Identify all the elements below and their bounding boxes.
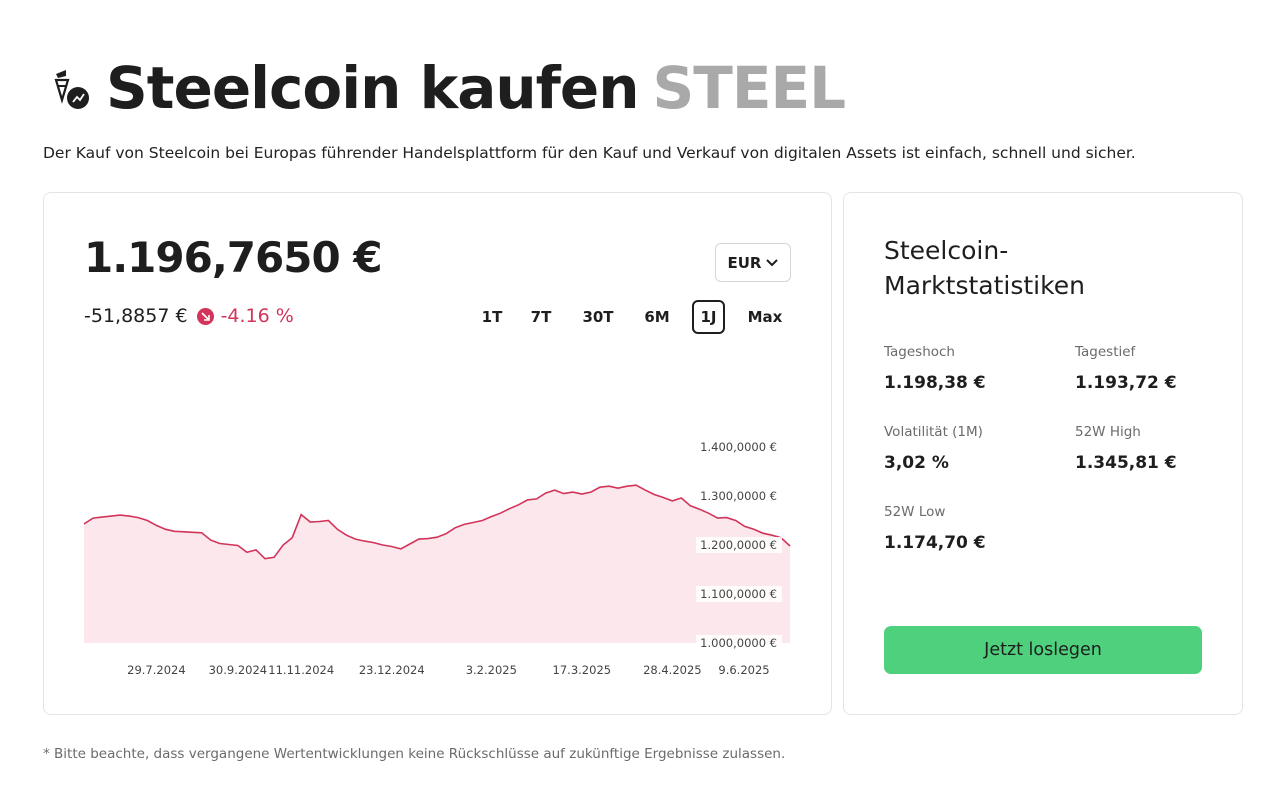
arrow-down-right-icon bbox=[196, 307, 214, 325]
price-change: -51,8857 € -4.16 % bbox=[84, 305, 294, 327]
range-label: 7T bbox=[530, 308, 552, 326]
price-chart: 1.400,0000 € 1.300,0000 € 1.200,0000 € 1.10… bbox=[83, 433, 791, 683]
y-tick-label-bg bbox=[696, 488, 782, 504]
disclaimer: * Bitte beachte, dass vergangene Wertent… bbox=[43, 746, 786, 762]
range-button-7t[interactable]: 7T bbox=[525, 300, 557, 334]
y-tick-label: 1.300,0000 € bbox=[700, 489, 777, 503]
x-tick-label: 9.6.2025 bbox=[718, 663, 769, 677]
range-button-1j[interactable]: 1J bbox=[692, 300, 725, 334]
stat-label-day-low: Tagestief bbox=[1075, 344, 1136, 360]
stat-label-volatility: Volatilität (1M) bbox=[884, 424, 983, 440]
stat-value-52w-low: 1.174,70 € bbox=[884, 533, 986, 553]
stats-title: Steelcoin-Marktstatistiken bbox=[884, 236, 1085, 300]
change-percent: -4.16 % bbox=[220, 305, 294, 327]
stat-value-day-high: 1.198,38 € bbox=[884, 373, 986, 393]
stat-label-52w-high: 52W High bbox=[1075, 424, 1141, 440]
range-label: Max bbox=[747, 308, 783, 326]
y-tick-label: 1.200,0000 € bbox=[700, 538, 777, 552]
range-button-30t[interactable]: 30T bbox=[576, 300, 620, 334]
stat-value-day-low: 1.193,72 € bbox=[1075, 373, 1177, 393]
y-tick-label-bg bbox=[696, 439, 782, 455]
change-absolute: -51,8857 € bbox=[84, 305, 188, 327]
page-description: Der Kauf von Steelcoin bei Europas führe… bbox=[43, 144, 1136, 162]
y-tick-label-bg bbox=[696, 586, 782, 602]
y-tick-label: 1.000,0000 € bbox=[700, 636, 777, 650]
x-tick-label: 17.3.2025 bbox=[553, 663, 612, 677]
title-text: Steelcoin kaufen bbox=[106, 54, 640, 122]
y-tick-label: 1.400,0000 € bbox=[700, 440, 777, 454]
price-card: 1.196,7650 € -51,8857 € -4.16 % EUR 1T 7… bbox=[43, 192, 832, 715]
chevron-down-icon bbox=[766, 258, 779, 266]
page-header: Steelcoin kaufen STEEL bbox=[52, 52, 847, 124]
x-tick-label: 11.11.2024 bbox=[268, 663, 334, 677]
current-price: 1.196,7650 € bbox=[84, 233, 383, 282]
y-tick-label-bg bbox=[696, 635, 782, 651]
stat-value-volatility: 3,02 % bbox=[884, 453, 949, 473]
range-button-1t[interactable]: 1T bbox=[476, 300, 508, 334]
stat-label-day-high: Tageshoch bbox=[884, 344, 955, 360]
range-label: 6M bbox=[644, 308, 670, 326]
range-label: 30T bbox=[582, 308, 614, 326]
y-tick-label: 1.100,0000 € bbox=[700, 587, 777, 601]
range-button-max[interactable]: Max bbox=[742, 300, 788, 334]
price-area bbox=[84, 485, 790, 643]
price-chart-svg: 1.400,0000 € 1.300,0000 € 1.200,0000 € 1.10… bbox=[83, 439, 791, 677]
y-tick-label-bg bbox=[696, 537, 782, 553]
get-started-button[interactable]: Jetzt loslegen bbox=[884, 626, 1202, 674]
page-title: Steelcoin kaufen STEEL bbox=[106, 54, 847, 122]
currency-label: EUR bbox=[727, 253, 762, 272]
price-line bbox=[83, 484, 791, 560]
range-button-6m[interactable]: 6M bbox=[638, 300, 676, 334]
range-label: 1T bbox=[481, 308, 503, 326]
x-tick-label: 30.9.2024 bbox=[209, 663, 268, 677]
x-tick-label: 29.7.2024 bbox=[127, 663, 186, 677]
stat-value-52w-high: 1.345,81 € bbox=[1075, 453, 1177, 473]
stats-card: Steelcoin-Marktstatistiken Tageshoch 1.1… bbox=[843, 192, 1243, 715]
currency-select[interactable]: EUR bbox=[715, 243, 791, 282]
range-label: 1J bbox=[700, 308, 717, 326]
x-tick-label: 3.2.2025 bbox=[466, 663, 517, 677]
steelcoin-logo-icon bbox=[54, 70, 89, 109]
x-tick-label: 28.4.2025 bbox=[643, 663, 702, 677]
asset-symbol: STEEL bbox=[652, 54, 847, 122]
x-tick-label: 23.12.2024 bbox=[359, 663, 425, 677]
stat-label-52w-low: 52W Low bbox=[884, 504, 946, 520]
